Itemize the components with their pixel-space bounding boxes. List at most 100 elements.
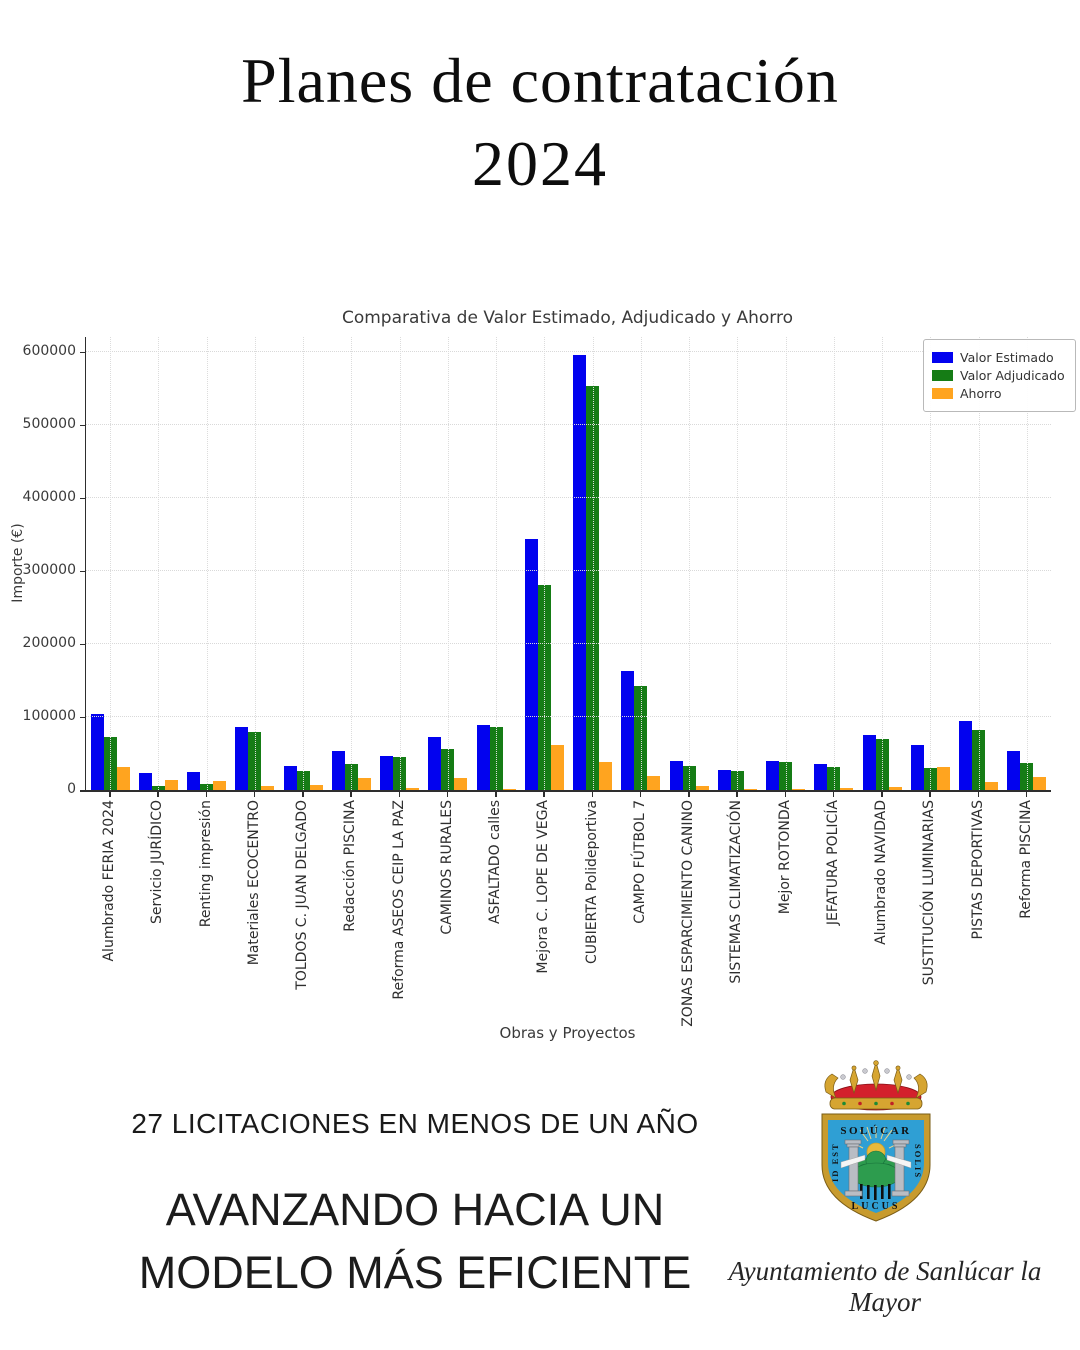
- logo-motto-right: SOLIS: [913, 1144, 923, 1179]
- y-gridline: [86, 715, 1051, 717]
- x-tick-label: CAMINOS RURALES: [438, 800, 455, 935]
- bar-valor-estimado: [524, 539, 538, 790]
- x-tick-mark: [543, 792, 545, 797]
- bar-ahorro: [840, 787, 854, 790]
- x-tick-label: Materiales ECOCENTRO: [245, 800, 262, 966]
- legend-label: Valor Estimado: [960, 350, 1054, 365]
- y-gridline: [86, 350, 1051, 352]
- bar-valor-estimado: [283, 765, 297, 790]
- bar-valor-estimado: [910, 744, 924, 790]
- x-tick-mark: [157, 792, 159, 797]
- x-tick-label: PISTAS DEPORTIVAS: [969, 800, 986, 940]
- y-tick-label: 600000: [22, 342, 76, 359]
- x-gridline: [930, 337, 932, 790]
- x-axis-label: Obras y Proyectos: [499, 1024, 636, 1042]
- x-tick-label: Renting impresión: [197, 800, 214, 928]
- poster-title-line1: Planes de contratación: [241, 45, 839, 116]
- x-gridline: [303, 337, 305, 790]
- x-tick-label: SISTEMAS CLIMATIZACIÓN: [728, 800, 745, 984]
- bar-valor-estimado: [331, 750, 345, 790]
- bar-ahorro: [116, 767, 130, 790]
- x-tick-label: CAMPO FÚTBOL 7: [631, 800, 648, 924]
- x-tick-label: TOLDOS C. JUAN DELGADO: [294, 800, 311, 990]
- x-gridline: [833, 337, 835, 790]
- legend-swatch-icon: [932, 388, 953, 399]
- bar-ahorro: [454, 778, 468, 790]
- slogan: AVANZANDO HACIA UN MODELO MÁS EFICIENTE: [40, 1178, 790, 1304]
- x-tick-label: Reforma PISCINA: [1017, 800, 1034, 919]
- x-tick-mark: [688, 792, 690, 797]
- bar-valor-estimado: [476, 724, 490, 790]
- bar-valor-estimado: [621, 670, 635, 790]
- x-tick-label: Reforma ASEOS CEIP LA PAZ: [390, 800, 407, 1000]
- x-tick-mark: [881, 792, 883, 797]
- bar-valor-estimado: [138, 773, 152, 790]
- x-gridline: [399, 337, 401, 790]
- x-tick-label: Mejora C. LOPE DE VEGA: [535, 800, 552, 974]
- x-tick-label: Mejor ROTONDA: [776, 800, 793, 915]
- bar-valor-estimado: [814, 763, 828, 790]
- y-tick-mark: [80, 424, 85, 427]
- x-gridline: [978, 337, 980, 790]
- y-tick-mark: [80, 497, 85, 500]
- bar-ahorro: [1033, 776, 1047, 790]
- bar-ahorro: [213, 781, 227, 790]
- bar-ahorro: [695, 785, 709, 790]
- legend-item: Valor Estimado: [932, 350, 1065, 365]
- poster-title: Planes de contratación 2024: [0, 38, 1080, 204]
- bar-ahorro: [502, 788, 516, 790]
- y-tick-mark: [80, 643, 85, 646]
- org-caption: Ayuntamiento de Sanlúcar la Mayor: [728, 1256, 1042, 1317]
- bar-ahorro: [647, 776, 661, 790]
- bar-valor-estimado: [573, 355, 587, 790]
- x-tick-label: ASFALTADO calles: [487, 800, 504, 924]
- logo-motto-bottom: LUCUS: [852, 1201, 901, 1212]
- logo-motto-top: SOLÚCAR: [840, 1125, 911, 1137]
- x-tick-mark: [350, 792, 352, 797]
- x-tick-label: Alumbrado FERIA 2024: [101, 800, 118, 962]
- x-gridline: [592, 337, 594, 790]
- x-tick-label: JEFATURA POLICÍA: [824, 800, 841, 926]
- bar-valor-estimado: [959, 720, 973, 790]
- bar-valor-estimado: [669, 760, 683, 790]
- y-gridline: [86, 423, 1051, 425]
- y-tick-label: 100000: [22, 707, 76, 724]
- x-gridline: [1026, 337, 1028, 790]
- x-tick-mark: [929, 792, 931, 797]
- x-gridline: [206, 337, 208, 790]
- x-tick-mark: [977, 792, 980, 797]
- legend-item: Valor Adjudicado: [932, 368, 1065, 383]
- bar-valor-estimado: [380, 755, 394, 790]
- slogan-line1: AVANZANDO HACIA UN: [165, 1184, 665, 1235]
- crown-icon: [824, 1060, 928, 1111]
- legend-label: Valor Adjudicado: [960, 368, 1065, 383]
- y-gridline: [86, 569, 1051, 571]
- y-tick-mark: [80, 351, 85, 354]
- poster-title-line2: 2024: [472, 128, 608, 199]
- chart-legend: Valor Estimado Valor Adjudicado Ahorro: [923, 339, 1076, 412]
- slogan-line2: MODELO MÁS EFICIENTE: [138, 1247, 692, 1298]
- logo-motto-left: ID EST: [830, 1142, 840, 1182]
- y-gridline: [86, 496, 1051, 498]
- x-gridline: [689, 337, 691, 790]
- x-gridline: [447, 337, 449, 790]
- x-tick-mark: [302, 792, 304, 797]
- x-tick-mark: [832, 792, 835, 797]
- bar-ahorro: [743, 789, 757, 790]
- bar-valor-estimado: [90, 714, 104, 790]
- x-gridline: [785, 337, 787, 790]
- bar-valor-estimado: [862, 735, 876, 790]
- x-tick-label: SUSTITUCIÓN LUMINARIAS: [921, 800, 938, 986]
- bar-valor-estimado: [187, 771, 201, 790]
- x-tick-mark: [446, 792, 449, 797]
- y-tick-mark: [80, 716, 85, 719]
- bar-valor-estimado: [766, 760, 780, 790]
- bar-ahorro: [792, 788, 806, 790]
- x-gridline: [158, 337, 160, 790]
- x-gridline: [640, 337, 642, 790]
- y-tick-label: 0: [67, 781, 76, 797]
- x-tick-mark: [398, 792, 401, 797]
- legend-swatch-icon: [932, 352, 953, 363]
- y-tick-mark: [80, 790, 85, 792]
- bar-ahorro: [261, 785, 275, 790]
